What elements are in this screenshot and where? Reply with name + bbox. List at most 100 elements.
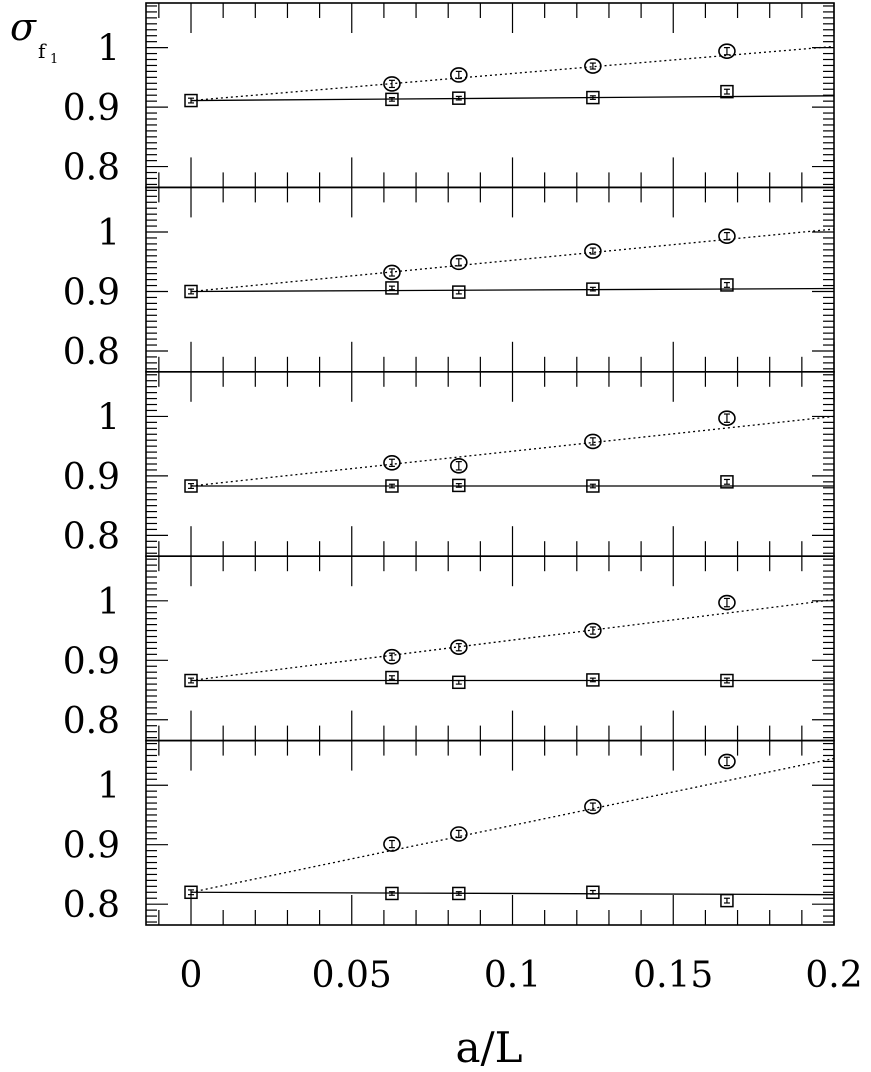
circle-point: [383, 264, 401, 281]
chart-panels: 0.8 0.9 1 0.8 0.9 1 0.8 0.9 1 0.8 0.9 1 0.8 0.9 1: [63, 2, 835, 926]
circle-point: [584, 622, 602, 639]
y-tick-label: 0.9: [63, 826, 120, 867]
y-tick-label: 1: [97, 397, 120, 438]
square-marker: [720, 475, 734, 489]
square-point: [385, 92, 399, 107]
panel-frame: [145, 370, 835, 557]
panel-3: 0.8 0.9 1: [63, 370, 835, 557]
square-marker: [586, 479, 600, 493]
panel-frame: [145, 555, 835, 742]
fit-line-dotted: [190, 598, 835, 682]
square-marker: [452, 478, 466, 493]
square-marker: [184, 93, 198, 108]
y-tick-label: 1: [97, 766, 120, 807]
circle-point: [450, 826, 468, 842]
circle-marker: [383, 836, 401, 852]
fit-line-dotted: [190, 45, 835, 102]
fit-line-dotted: [190, 228, 835, 293]
square-point: [586, 90, 600, 105]
square-point: [184, 673, 198, 688]
fit-line-solid: [191, 891, 835, 896]
y-tick-label: 1: [97, 213, 120, 254]
circle-point: [584, 433, 602, 450]
square-marker: [720, 893, 734, 908]
square-marker: [452, 886, 466, 901]
panel-frame: [145, 2, 835, 189]
panel-2: 0.8 0.9 1: [63, 186, 835, 373]
x-tick-labels: 0 0.05 0.1 0.15 0.2: [180, 955, 863, 996]
circle-point: [718, 410, 736, 426]
circle-marker: [584, 798, 602, 815]
y-tick-label: 0.8: [63, 885, 120, 926]
circle-marker: [718, 410, 736, 426]
circle-point: [383, 836, 401, 852]
circle-marker: [584, 622, 602, 639]
fit-line-solid: [191, 95, 835, 102]
square-marker: [720, 278, 734, 292]
circle-marker: [383, 264, 401, 281]
circle-marker: [450, 639, 468, 656]
circle-point: [718, 228, 736, 244]
fit-line-dotted: [190, 415, 835, 487]
y-axis-title-subscript: f: [38, 39, 47, 63]
square-point: [184, 93, 198, 108]
circle-marker: [718, 43, 736, 59]
circle-marker: [584, 58, 602, 74]
circle-marker: [450, 67, 468, 83]
square-point: [452, 285, 466, 299]
circle-marker: [450, 826, 468, 842]
y-tick-label: 1: [97, 582, 120, 623]
square-marker: [184, 284, 198, 299]
square-point: [586, 479, 600, 493]
circle-point: [383, 648, 401, 665]
y-tick-label: 0.9: [63, 457, 120, 498]
circle-marker: [450, 254, 468, 271]
square-point: [385, 670, 399, 685]
square-marker: [586, 90, 600, 105]
square-point: [720, 893, 734, 908]
y-tick-label: 0.8: [63, 516, 120, 557]
square-marker: [720, 673, 734, 688]
x-tick-label: 0.2: [805, 955, 862, 996]
square-marker: [452, 285, 466, 299]
x-axis-title: a/L: [455, 1023, 522, 1072]
circle-marker: [718, 753, 736, 770]
square-point: [586, 885, 600, 900]
circle-marker: [383, 648, 401, 665]
y-tick-label: 0.9: [63, 88, 120, 129]
circle-point: [450, 457, 468, 474]
square-point: [586, 673, 600, 687]
circle-point: [718, 753, 736, 770]
square-point: [385, 479, 399, 493]
y-tick-label: 1: [97, 29, 120, 70]
square-point: [720, 84, 734, 99]
square-point: [184, 479, 198, 493]
square-point: [184, 885, 198, 900]
square-point: [184, 284, 198, 299]
circle-marker: [383, 76, 401, 92]
fit-line-solid: [191, 287, 835, 293]
circle-marker: [584, 243, 602, 259]
square-point: [720, 673, 734, 688]
circle-point: [718, 43, 736, 59]
panel-1: 0.8 0.9 1: [63, 2, 835, 189]
square-point: [452, 675, 466, 690]
y-tick-label: 0.9: [63, 641, 120, 682]
square-marker: [586, 885, 600, 900]
y-tick-label: 0.8: [63, 701, 120, 742]
square-marker: [385, 92, 399, 107]
square-marker: [586, 673, 600, 687]
circle-point: [450, 254, 468, 271]
square-marker: [184, 885, 198, 900]
circle-marker: [450, 457, 468, 474]
panel-5: 0.8 0.9 1: [63, 739, 835, 926]
square-marker: [452, 91, 466, 105]
circle-point: [383, 455, 401, 471]
circle-point: [718, 594, 736, 611]
square-point: [720, 475, 734, 489]
square-marker: [385, 886, 399, 901]
square-marker: [385, 479, 399, 493]
square-point: [586, 282, 600, 296]
circle-marker: [383, 455, 401, 471]
square-marker: [720, 84, 734, 99]
